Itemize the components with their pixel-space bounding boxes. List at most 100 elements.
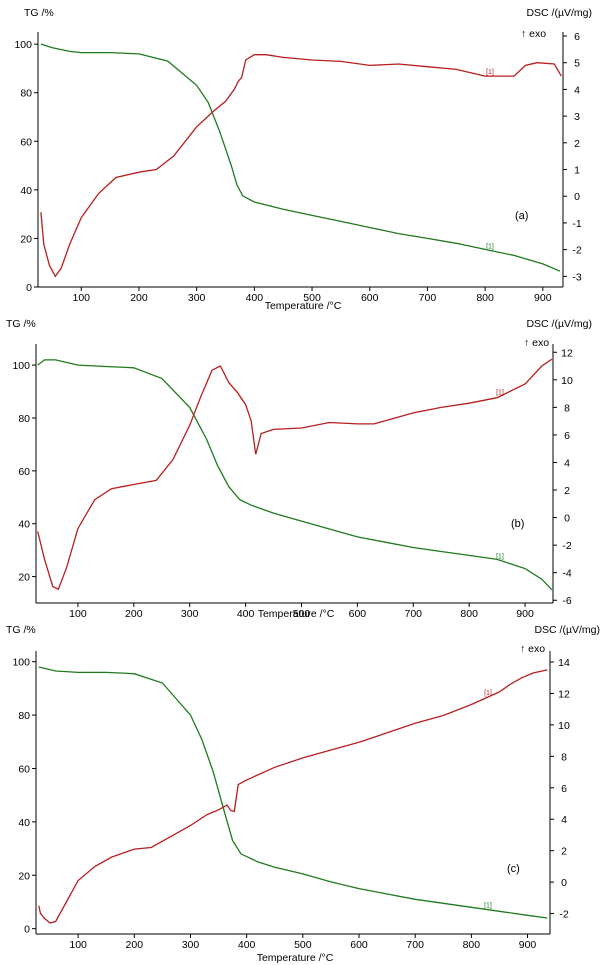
x-tick-label: 200 [126, 939, 144, 951]
x-tick-label: 900 [516, 608, 534, 620]
dsc-series-line [37, 358, 553, 591]
panel-label: (b) [511, 518, 524, 530]
tg-series-line [40, 43, 561, 272]
panel-a: TG /% DSC /(µV/mg) ↑ exo Temperature /°C… [14, 7, 592, 312]
y-left-tick-label: 0 [24, 924, 30, 936]
y-left-tick-label: 40 [18, 817, 30, 829]
y-right-tick-label: 10 [558, 720, 570, 732]
y-left-tick-label: 20 [18, 572, 30, 584]
y-left-tick-label: 60 [18, 466, 30, 478]
x-axis-title: Temperature /°C [258, 608, 335, 620]
y-right-tick-label: 8 [561, 751, 567, 763]
x-tick-label: 800 [476, 292, 494, 304]
x-tick-label: 100 [73, 292, 91, 304]
panel-c: TG /% DSC /(µV/mg) ↑ exo Temperature /°C… [6, 624, 600, 964]
dsc-curve-marker: [1] [496, 389, 504, 396]
y-right-tick-label: -4 [562, 568, 571, 580]
x-axis-title: Temperature /°C [257, 952, 334, 964]
panel-label: (a) [515, 210, 528, 222]
panel-b: TG /% DSC /(µV/mg) ↑ exo Temperature /°C… [6, 318, 592, 620]
exo-label: ↑ exo [520, 643, 545, 655]
x-tick-label: 400 [238, 939, 256, 951]
tg-axis-title: TG /% [6, 318, 36, 330]
y-left-tick-label: 80 [18, 710, 30, 722]
y-right-tick-label: -2 [562, 540, 571, 552]
y-right-tick-label: 8 [564, 402, 570, 414]
y-left-tick-label: 20 [20, 233, 32, 245]
y-right-tick-label: 2 [561, 846, 567, 858]
y-right-tick-label: -3 [572, 271, 581, 283]
x-tick-label: 700 [405, 608, 423, 620]
dsc-axis-title: DSC /(µV/mg) [526, 318, 592, 330]
y-right-tick-label: 6 [561, 783, 567, 795]
tg-curve-marker: [1] [486, 243, 494, 250]
y-right-tick-label: 0 [561, 877, 567, 889]
x-tick-label: 400 [246, 292, 264, 304]
y-left-tick-label: 100 [14, 39, 32, 51]
x-tick-label: 700 [406, 939, 424, 951]
x-tick-label: 800 [463, 939, 481, 951]
x-tick-label: 500 [303, 292, 321, 304]
x-tick-label: 300 [182, 939, 200, 951]
y-right-tick-label: 4 [564, 457, 570, 469]
y-right-tick-label: 5 [574, 58, 580, 70]
y-right-tick-label: 0 [574, 191, 580, 203]
y-right-tick-label: 3 [574, 111, 580, 123]
x-tick-label: 900 [534, 292, 552, 304]
dsc-axis-title: DSC /(µV/mg) [526, 7, 592, 19]
y-right-tick-label: 1 [574, 165, 580, 177]
tg-series-line [38, 666, 548, 919]
dsc-series-line [40, 54, 562, 278]
x-tick-label: 700 [419, 292, 437, 304]
x-tick-label: 400 [237, 608, 255, 620]
y-left-tick-label: 80 [20, 88, 32, 100]
tg-axis-title: TG /% [24, 7, 54, 19]
x-tick-label: 800 [460, 608, 478, 620]
y-left-tick-label: 80 [18, 413, 30, 425]
y-left-tick-label: 100 [12, 360, 30, 372]
x-axis-title: Temperature /°C [265, 300, 342, 312]
x-tick-label: 900 [519, 939, 537, 951]
x-tick-label: 100 [69, 608, 87, 620]
y-left-tick-label: 40 [18, 519, 30, 531]
y-right-tick-label: 2 [564, 485, 570, 497]
y-right-tick-label: -2 [559, 909, 568, 921]
dsc-curve-marker: [1] [486, 69, 494, 76]
x-tick-label: 500 [294, 939, 312, 951]
y-right-tick-label: 2 [574, 138, 580, 150]
tg-curve-marker: [1] [484, 903, 492, 910]
x-tick-label: 300 [181, 608, 199, 620]
y-left-tick-label: 60 [18, 763, 30, 775]
y-right-tick-label: 6 [574, 31, 580, 43]
x-tick-label: 300 [188, 292, 206, 304]
tg-axis-title: TG /% [6, 624, 36, 636]
y-right-tick-label: 4 [574, 84, 580, 96]
y-right-tick-label: 6 [564, 430, 570, 442]
x-tick-label: 200 [130, 292, 148, 304]
dsc-curve-marker: [1] [484, 690, 492, 697]
x-tick-label: 100 [69, 939, 87, 951]
y-right-tick-label: 12 [558, 688, 570, 700]
y-left-tick-label: 60 [20, 136, 32, 148]
x-tick-label: 600 [361, 292, 379, 304]
y-left-tick-label: 0 [26, 282, 32, 294]
x-tick-label: 600 [349, 608, 367, 620]
y-right-tick-label: 10 [561, 375, 573, 387]
exo-label: ↑ exo [524, 337, 549, 349]
y-right-tick-label: 12 [561, 347, 573, 359]
tg-series-line [37, 359, 553, 591]
exo-label: ↑ exo [521, 28, 546, 40]
y-left-tick-label: 40 [20, 185, 32, 197]
y-right-tick-label: -1 [572, 218, 581, 230]
tg-curve-marker: [1] [496, 553, 504, 560]
y-right-tick-label: -2 [572, 245, 581, 257]
panel-label: (c) [507, 863, 520, 875]
y-left-tick-label: 20 [18, 870, 30, 882]
dsc-series-line [38, 669, 548, 924]
x-tick-label: 200 [125, 608, 143, 620]
y-right-tick-label: 14 [558, 657, 570, 669]
y-right-tick-label: -6 [562, 595, 571, 607]
dsc-axis-title: DSC /(µV/mg) [534, 624, 600, 636]
y-left-tick-label: 100 [12, 657, 30, 669]
